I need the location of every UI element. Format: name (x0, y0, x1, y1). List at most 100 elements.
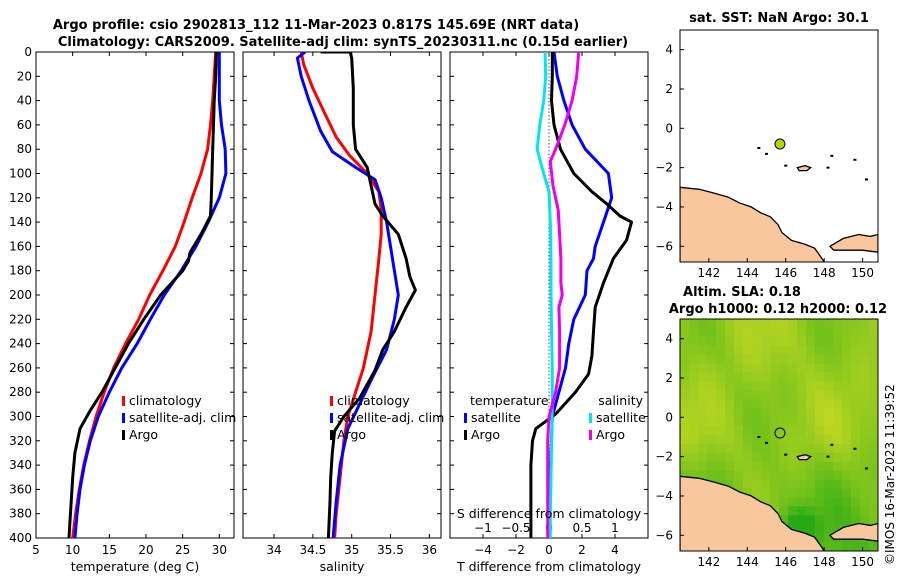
sla-cell (833, 470, 843, 481)
y-tick-label: 340 (9, 458, 32, 472)
sla-cell (779, 354, 789, 365)
sla-cell (797, 506, 807, 516)
y-tick-label: 20 (17, 69, 32, 83)
sla-cell (788, 497, 798, 507)
sla-cell (797, 354, 807, 365)
sla-cell (797, 435, 807, 445)
sla-cell (860, 327, 870, 338)
difference-panel: −4 −2 0 2 4 −1 −0.5 0 0.5 1 T difference from cl… (449, 51, 649, 574)
sla-cell (833, 524, 843, 534)
sla-cell (734, 470, 744, 481)
sla-map-title-line1: Altim. SLA: 0.18 (683, 285, 801, 300)
y-tick-label: 120 (9, 191, 32, 205)
sla-cell (779, 497, 789, 507)
sla-cell (824, 515, 834, 525)
sla-cell (725, 408, 735, 418)
sla-cell (707, 461, 717, 472)
sla-cell (833, 452, 843, 463)
map-y-tick-label: −4 (655, 489, 673, 503)
sla-cell (698, 461, 708, 472)
sla-cell (869, 390, 878, 400)
islet (826, 455, 830, 458)
sla-cell (770, 354, 780, 365)
map-y-tick-label: 2 (665, 371, 673, 385)
sla-cell (842, 390, 852, 400)
sla-cell (842, 470, 852, 481)
x-tick-label: 2 (578, 543, 586, 557)
sla-cell (716, 452, 726, 463)
sla-cell (689, 452, 699, 463)
sla-cell (806, 381, 816, 391)
salinity-lines (295, 52, 417, 538)
difference-y-ticks (450, 51, 648, 539)
sla-cell (725, 327, 735, 338)
sla-cell (725, 470, 735, 481)
x-tick-label: −2 (507, 543, 525, 557)
x-tick-label: −4 (474, 543, 492, 557)
x-tick-label: 10 (65, 543, 80, 557)
sla-cell (869, 336, 878, 347)
sla-cell (806, 506, 816, 516)
sla-cell (806, 452, 816, 463)
sla-cell (752, 443, 762, 454)
sla-cell (725, 417, 735, 427)
sla-cell (770, 452, 780, 463)
sla-cell (752, 372, 762, 382)
sla-cell (797, 470, 807, 481)
islet (830, 154, 834, 157)
sla-cell (680, 443, 690, 454)
sla-cell (680, 399, 690, 409)
sla-cell (779, 381, 789, 391)
sla-map-title-line2: Argo h1000: 0.12 h2000: 0.12 (669, 302, 887, 317)
sla-cell (689, 381, 699, 391)
sla-cell (842, 452, 852, 463)
sla-cell (689, 417, 699, 427)
sla-cell (824, 327, 834, 338)
sla-cell (824, 345, 834, 356)
sla-cell (797, 381, 807, 391)
sla-cell (716, 345, 726, 356)
sla-cell (788, 390, 798, 400)
sla-cell (734, 390, 744, 400)
sla-cell (752, 336, 762, 347)
sla-cell (869, 408, 878, 418)
sla-cell (842, 363, 852, 374)
sla-cell (842, 417, 852, 427)
islet (826, 166, 830, 169)
sla-cell (860, 506, 870, 516)
sla-map-frame (679, 318, 879, 552)
sla-cell (842, 327, 852, 338)
argo-float-marker (774, 427, 786, 439)
sla-cell (743, 381, 753, 391)
sla-cell (851, 497, 861, 507)
new-britain-land (828, 522, 878, 542)
sla-cell (779, 479, 789, 490)
sla-cell (734, 319, 744, 329)
sla-cell (851, 435, 861, 445)
sla-cell (842, 408, 852, 418)
sla-cell (842, 372, 852, 382)
sla-cell (689, 354, 699, 365)
sla-cell (725, 381, 735, 391)
sla-cell (707, 443, 717, 454)
sla-cell (743, 390, 753, 400)
sla-cell (689, 372, 699, 382)
sla-cell (689, 327, 699, 338)
sla-cell (788, 479, 798, 490)
sla-cell (806, 399, 816, 409)
sla-cell (716, 399, 726, 409)
y-tick-label: 140 (9, 215, 32, 229)
sla-cell (851, 426, 861, 436)
map-x-tick-label: 146 (774, 266, 797, 280)
sla-cell (725, 435, 735, 445)
sla-cell (815, 390, 825, 400)
sst-map-content (680, 138, 878, 262)
y-tick-label: 200 (9, 288, 32, 302)
sla-cell (743, 399, 753, 409)
sla-cell (788, 363, 798, 374)
sla-cell (851, 506, 861, 516)
sla-cell (869, 435, 878, 445)
y-tick-label: 180 (9, 264, 32, 278)
sla-cell (734, 399, 744, 409)
sla-cell (707, 417, 717, 427)
